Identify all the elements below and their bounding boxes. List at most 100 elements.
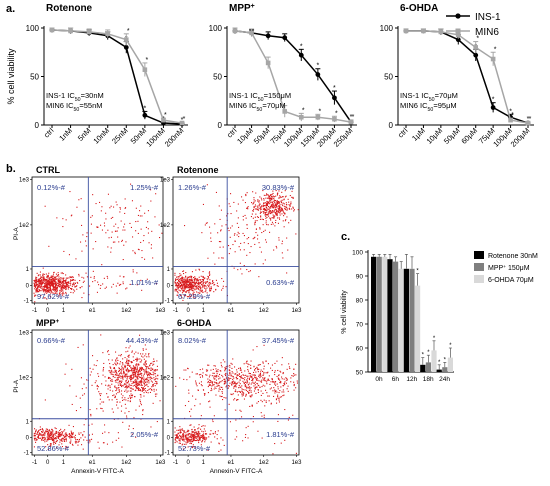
event-dot — [230, 377, 232, 379]
event-dot — [225, 377, 227, 379]
event-dot — [58, 444, 60, 446]
event-dot — [52, 289, 54, 291]
event-dot — [213, 365, 215, 367]
event-dot — [126, 362, 128, 364]
event-dot — [296, 382, 298, 384]
event-dot — [253, 374, 255, 376]
event-dot — [175, 283, 177, 285]
event-dot — [235, 373, 237, 375]
event-dot — [120, 377, 122, 379]
event-dot — [92, 281, 94, 283]
event-dot — [274, 212, 276, 214]
event-dot — [195, 431, 197, 433]
event-dot — [148, 373, 150, 375]
event-dot — [282, 196, 284, 198]
event-dot — [126, 370, 128, 372]
event-dot — [129, 390, 131, 392]
event-dot — [138, 384, 140, 386]
legend-min6-label: MIN6 — [475, 27, 499, 38]
event-dot — [41, 277, 43, 279]
event-dot — [51, 429, 53, 431]
event-dot — [130, 370, 132, 372]
event-dot — [271, 199, 273, 201]
event-dot — [259, 377, 261, 379]
event-dot — [143, 392, 145, 394]
event-dot — [135, 409, 137, 411]
event-dot — [279, 209, 281, 211]
event-dot — [109, 363, 111, 365]
event-dot — [250, 376, 252, 378]
event-dot — [243, 235, 245, 237]
event-dot — [97, 441, 99, 443]
event-dot — [245, 393, 247, 395]
event-dot — [120, 382, 122, 384]
event-dot — [80, 198, 82, 200]
event-dot — [44, 285, 46, 287]
event-dot — [284, 207, 286, 209]
event-dot — [229, 364, 231, 366]
event-dot — [220, 229, 222, 231]
event-dot — [182, 270, 184, 272]
x-tick-label: 250μM — [332, 126, 355, 149]
event-dot — [144, 372, 146, 374]
event-dot — [41, 428, 43, 430]
significance-star: * — [422, 353, 425, 359]
event-dot — [45, 430, 47, 432]
event-dot — [54, 432, 56, 434]
event-dot — [260, 216, 262, 218]
event-dot — [128, 360, 130, 362]
event-dot — [35, 430, 37, 432]
event-dot — [42, 279, 44, 281]
event-dot — [37, 431, 39, 433]
event-dot — [73, 284, 75, 286]
event-dot — [43, 273, 45, 275]
event-dot — [49, 445, 51, 447]
event-dot — [50, 288, 52, 290]
event-dot — [126, 359, 128, 361]
event-dot — [220, 209, 222, 211]
event-dot — [133, 368, 135, 370]
event-dot — [269, 210, 271, 212]
event-dot — [124, 366, 126, 368]
event-dot — [253, 371, 255, 373]
event-dot — [100, 224, 102, 226]
event-dot — [50, 296, 52, 298]
event-dot — [150, 369, 152, 371]
event-dot — [279, 214, 281, 216]
event-dot — [263, 365, 265, 367]
event-dot — [179, 426, 181, 428]
event-dot — [185, 435, 187, 437]
event-dot — [178, 280, 180, 282]
event-dot — [207, 382, 209, 384]
event-dot — [192, 434, 194, 436]
event-dot — [234, 385, 236, 387]
event-dot — [57, 272, 59, 274]
event-dot — [125, 362, 127, 364]
flow-plot-flow_mpp: 0.66%-# 44.43%-#52.86%-#2.05%-#MPP+-1 0 1 e1… — [13, 318, 166, 476]
event-dot — [274, 200, 276, 202]
event-dot — [212, 281, 214, 283]
event-dot — [55, 431, 57, 433]
event-dot — [246, 227, 248, 229]
event-dot — [143, 358, 145, 360]
event-dot — [192, 440, 194, 442]
event-dot — [247, 206, 249, 208]
event-dot — [192, 434, 194, 436]
data-point — [490, 56, 496, 62]
event-dot — [198, 289, 200, 291]
event-dot — [54, 287, 56, 289]
event-dot — [69, 437, 71, 439]
event-dot — [40, 294, 42, 296]
event-dot — [209, 288, 211, 290]
event-dot — [193, 277, 195, 279]
event-dot — [176, 429, 178, 431]
event-dot — [275, 245, 277, 247]
event-dot — [199, 269, 201, 271]
event-dot — [115, 381, 117, 383]
event-dot — [183, 378, 185, 380]
event-dot — [216, 373, 218, 375]
event-dot — [200, 275, 202, 277]
event-dot — [141, 384, 143, 386]
event-dot — [284, 220, 286, 222]
event-dot — [53, 438, 55, 440]
